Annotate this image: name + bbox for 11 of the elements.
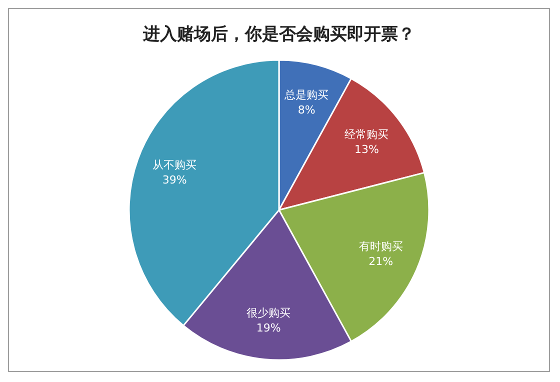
data-label: 39% [162,173,187,186]
slice-label: 经常购买 [344,128,389,141]
data-label: 19% [256,322,281,335]
chart-title: 进入赌场后，你是否会购买即开票？ [142,24,415,44]
slice-label: 很少购买 [246,306,291,320]
data-label: 21% [368,255,394,268]
data-label: 13% [354,142,379,156]
slice-label: 有时购买 [358,240,403,254]
slice-label: 从不购买 [152,158,197,172]
slice-label: 总是购买 [284,88,329,102]
data-label: 8% [298,103,316,116]
